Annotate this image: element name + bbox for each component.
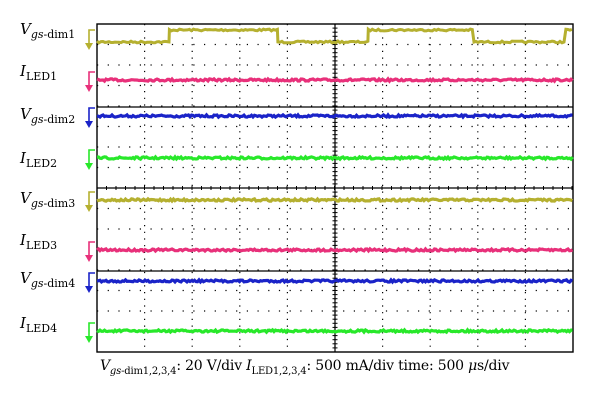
label-sub2: LED2 <box>26 157 57 170</box>
channel-label: ILED3 <box>19 231 57 252</box>
label-symbol: I <box>19 149 27 167</box>
label-symbol: V <box>20 105 33 123</box>
scope-traces <box>96 26 574 335</box>
ground-marker <box>88 29 95 46</box>
trace-dim4 <box>97 277 574 285</box>
ground-marker <box>88 322 95 339</box>
trace-LED4 <box>96 327 573 335</box>
trace-LED2 <box>96 154 574 162</box>
label-sub2: LED4 <box>26 322 57 335</box>
caption-time-unit: s/div <box>477 358 510 374</box>
ground-arrow-icon <box>85 43 93 50</box>
channel-label: ILED2 <box>19 149 57 170</box>
ground-arrow-icon <box>85 163 93 170</box>
trace-dim2 <box>96 112 573 120</box>
label-symbol: I <box>19 62 27 80</box>
caption-v-scale: : 20 V/div <box>176 358 247 374</box>
caption-v-sub: gs <box>109 365 122 377</box>
caption-i-scale: : 500 mA/div time: 500 <box>306 358 469 374</box>
ground-marker <box>88 107 95 124</box>
caption-i-symbol: I <box>246 358 252 374</box>
label-symbol: V <box>20 20 33 38</box>
channel-labels: Vgs-dim1ILED1Vgs-dim2ILED2Vgs-dim3ILED3V… <box>19 20 95 343</box>
label-sub: gs <box>31 113 44 126</box>
label-sub: gs <box>31 28 44 41</box>
channel-label: ILED4 <box>19 314 57 335</box>
caption-i-channels: LED1,2,3,4 <box>251 365 307 377</box>
ground-marker <box>88 149 95 166</box>
caption-mu: μ <box>468 358 478 374</box>
label-sub2: -dim1 <box>44 28 76 41</box>
scope-grid <box>96 23 574 353</box>
label-sub2: -dim3 <box>44 197 76 210</box>
ground-marker <box>88 241 95 258</box>
channel-label: ILED1 <box>19 62 57 83</box>
label-sub2: LED3 <box>26 239 57 252</box>
label-symbol: I <box>19 314 27 332</box>
label-sub: gs <box>31 197 44 210</box>
channel-label: Vgs-dim4 <box>20 269 75 290</box>
ground-arrow-icon <box>85 85 93 92</box>
trace-LED3 <box>96 246 574 254</box>
channel-label: Vgs-dim1 <box>20 20 75 41</box>
caption-v-symbol: V <box>100 358 110 374</box>
label-symbol: V <box>20 189 33 207</box>
ground-arrow-icon <box>85 286 93 293</box>
scale-caption: Vgs-dim1,2,3,4: 20 V/div ILED1,2,3,4: 50… <box>100 358 595 377</box>
ground-arrow-icon <box>85 336 93 343</box>
ground-arrow-icon <box>85 255 93 262</box>
label-sub2: -dim4 <box>44 277 76 290</box>
label-symbol: I <box>19 231 27 249</box>
channel-label: Vgs-dim2 <box>20 105 75 126</box>
trace-LED1 <box>96 76 574 84</box>
label-sub2: -dim2 <box>44 113 76 126</box>
ground-arrow-icon <box>85 121 93 128</box>
trace-dim1 <box>96 26 573 45</box>
label-sub: gs <box>31 277 44 290</box>
ground-arrow-icon <box>85 205 93 212</box>
caption-v-channels: -dim1,2,3,4 <box>121 365 177 377</box>
label-symbol: V <box>20 269 33 287</box>
ground-marker <box>88 71 95 88</box>
ground-marker <box>88 191 95 208</box>
trace-dim3 <box>96 196 574 204</box>
ground-marker <box>88 272 95 289</box>
channel-label: Vgs-dim3 <box>20 189 75 210</box>
label-sub2: LED1 <box>26 70 57 83</box>
